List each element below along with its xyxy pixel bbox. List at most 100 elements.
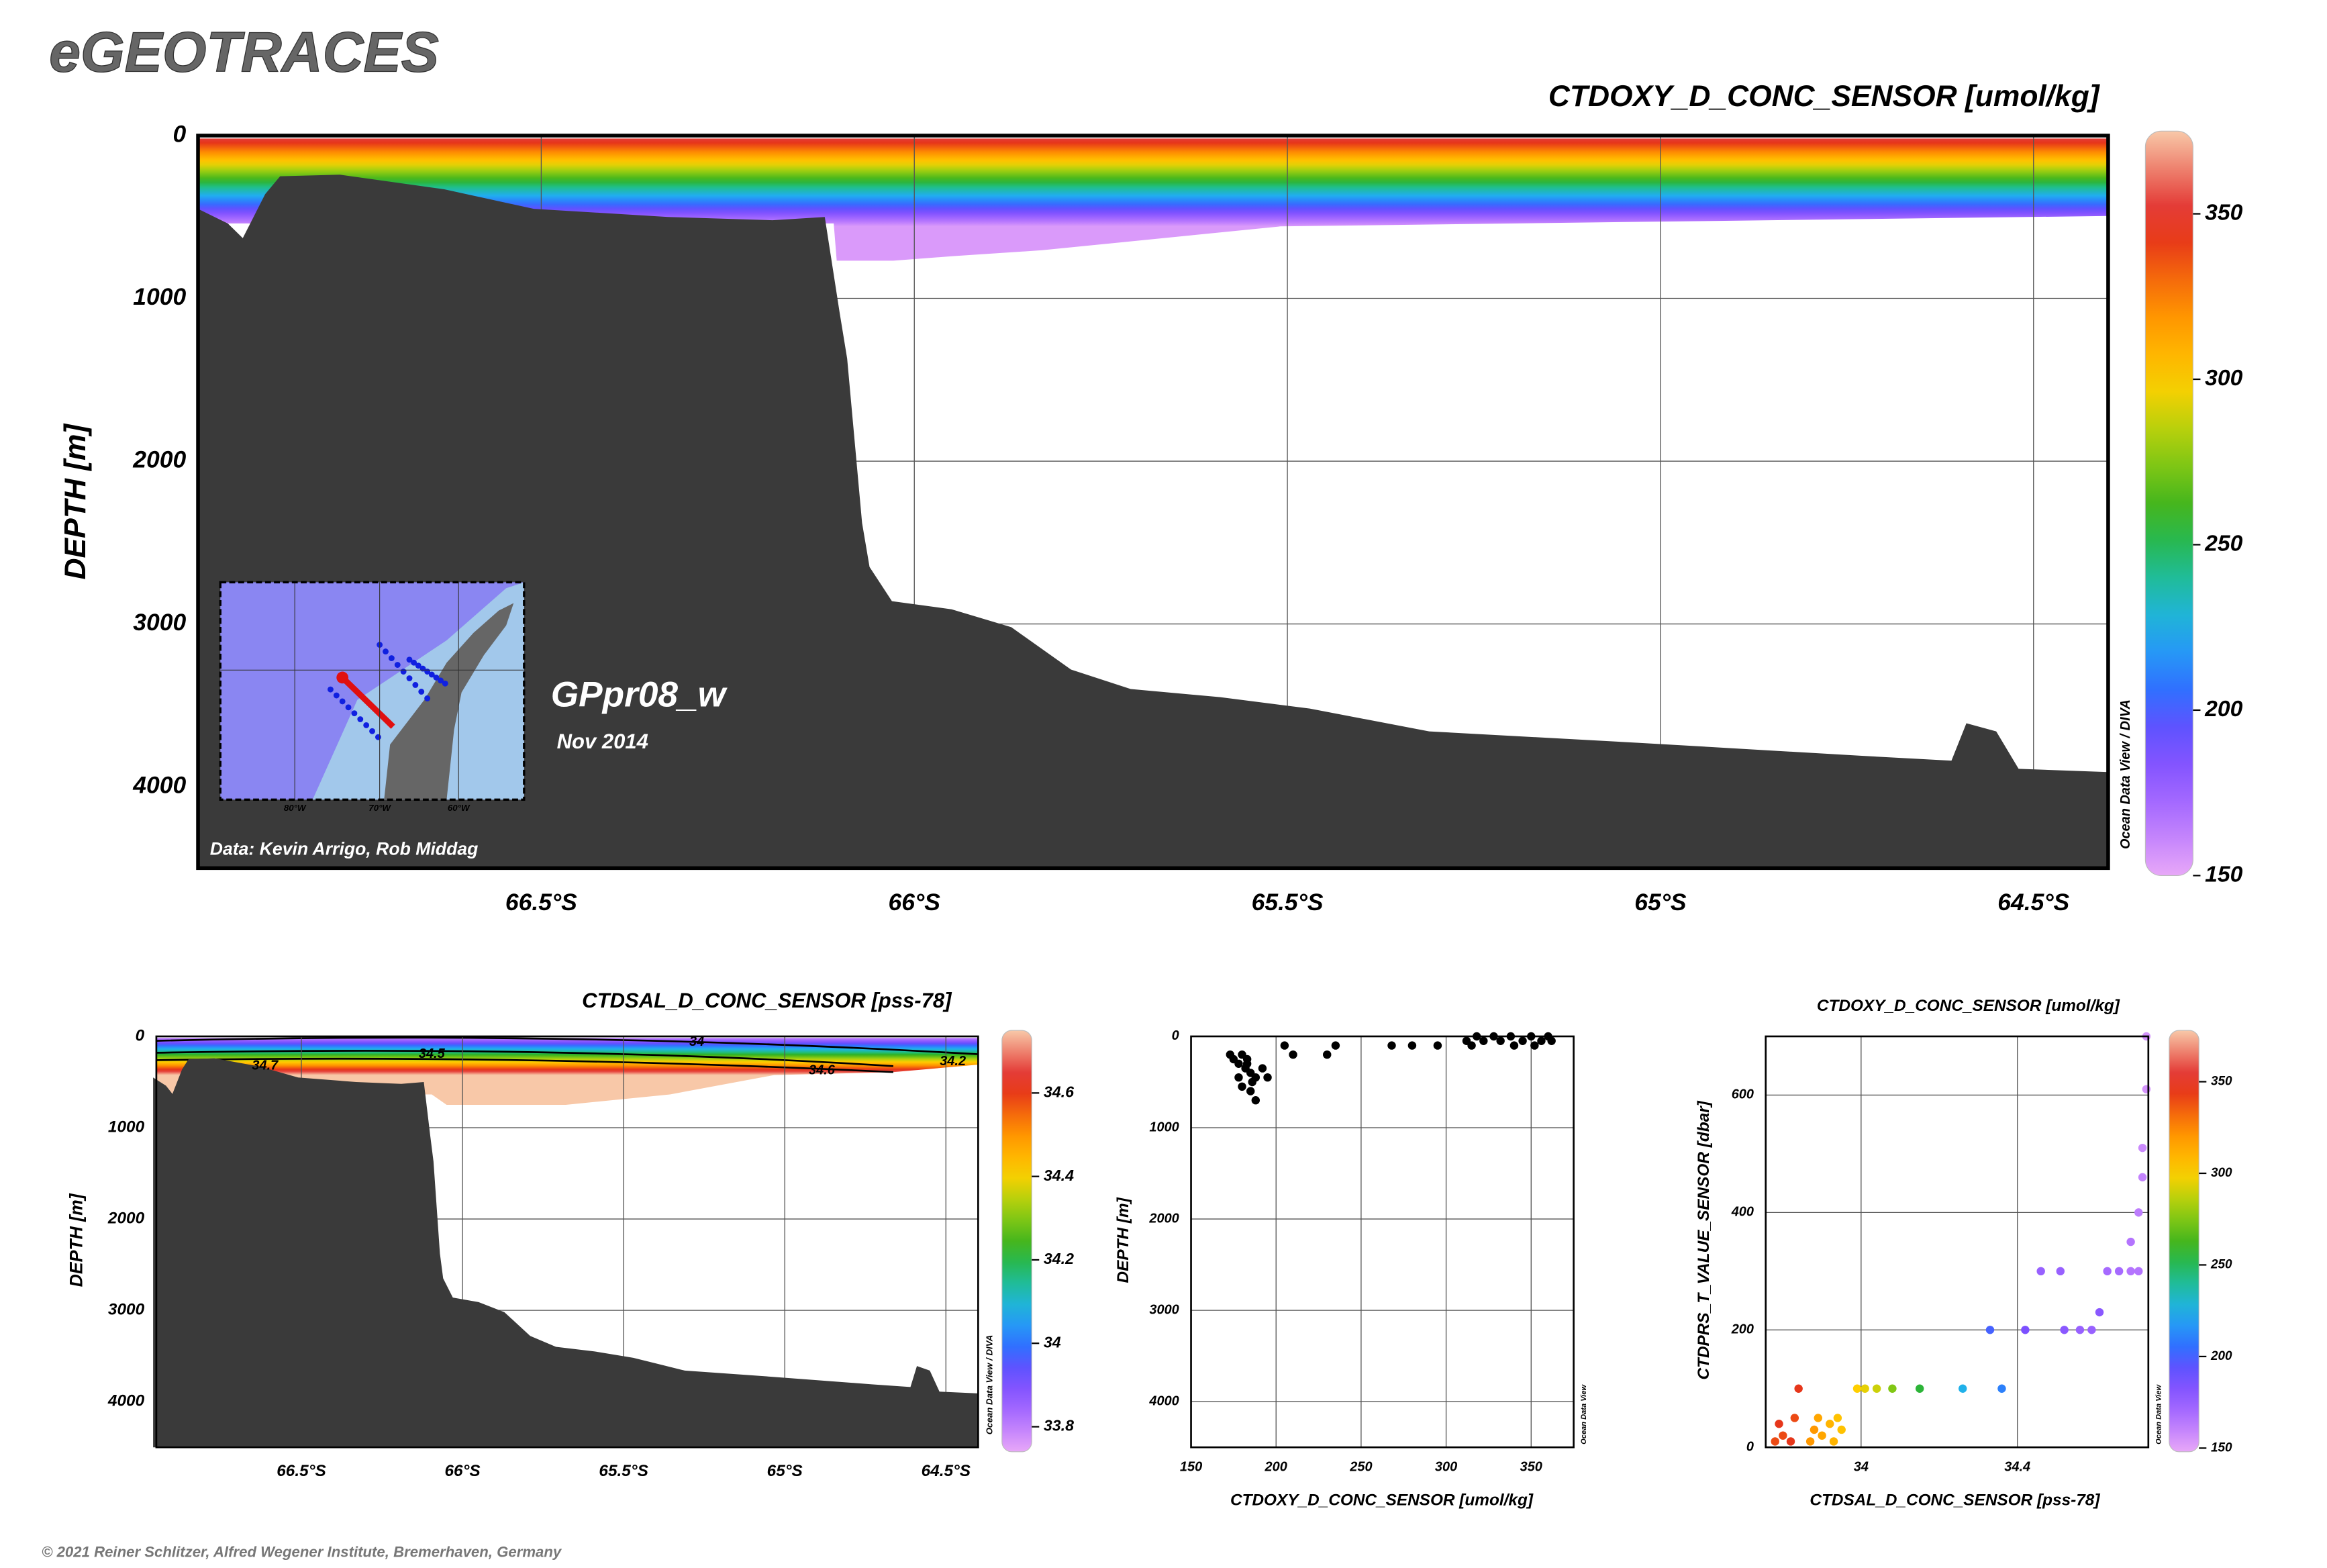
point bbox=[1407, 1041, 1417, 1050]
point bbox=[1530, 1041, 1539, 1050]
y-tick-label: 0 bbox=[136, 1026, 145, 1044]
contour-line bbox=[156, 1050, 893, 1067]
point bbox=[2075, 1326, 2085, 1334]
point bbox=[1959, 1384, 1967, 1393]
point bbox=[1509, 1041, 1519, 1050]
point bbox=[1826, 1420, 1834, 1428]
inset-station bbox=[438, 677, 444, 684]
point bbox=[1997, 1384, 2006, 1393]
point bbox=[1289, 1050, 1297, 1059]
bathymetry bbox=[198, 175, 2108, 869]
y-tick-label: 0 bbox=[173, 120, 187, 147]
inset-label: 70°W bbox=[368, 803, 391, 813]
point bbox=[1433, 1041, 1442, 1050]
annotation: Data: Kevin Arrigo, Rob Middag bbox=[210, 839, 479, 859]
point bbox=[1496, 1036, 1505, 1045]
x-tick-label: 64.5°S bbox=[922, 1462, 971, 1480]
point bbox=[1467, 1041, 1476, 1050]
x-tick-label: 350 bbox=[1520, 1459, 1542, 1474]
inset-frame bbox=[219, 581, 526, 801]
point bbox=[1779, 1431, 1787, 1440]
colorbar-tick-label: 300 bbox=[2211, 1166, 2232, 1180]
inset-land bbox=[384, 603, 514, 800]
credit: Ocean Data View bbox=[1580, 1384, 1588, 1444]
colorbar bbox=[2144, 130, 2193, 876]
point bbox=[1872, 1384, 1881, 1393]
colorbar-tick-label: 350 bbox=[2205, 199, 2242, 225]
x-tick-label: 65.5°S bbox=[599, 1462, 648, 1480]
point bbox=[2138, 1173, 2147, 1182]
point bbox=[2056, 1267, 2065, 1276]
x-tick-label: 250 bbox=[1349, 1459, 1372, 1474]
y-axis-label: DEPTH [m] bbox=[66, 1193, 86, 1287]
colorbar-tick-label: 150 bbox=[2211, 1440, 2232, 1455]
point bbox=[1479, 1036, 1488, 1045]
point bbox=[2021, 1326, 2030, 1334]
point bbox=[2134, 1267, 2143, 1276]
inset-track bbox=[340, 675, 395, 729]
y-tick-label: 3000 bbox=[133, 609, 186, 636]
point bbox=[1242, 1055, 1252, 1064]
point bbox=[1794, 1384, 1803, 1393]
inset-station bbox=[428, 671, 435, 678]
inset-station bbox=[411, 659, 417, 666]
point bbox=[1775, 1420, 1783, 1428]
colorbar-tick-label: 34 bbox=[1044, 1333, 1061, 1351]
point bbox=[1238, 1082, 1246, 1091]
point bbox=[1790, 1414, 1799, 1422]
colorbar-tick-label: 200 bbox=[2204, 696, 2242, 722]
inset-station bbox=[418, 689, 425, 695]
footer: © 2021 Reiner Schlitzer, Alfred Wegener … bbox=[42, 1544, 562, 1561]
y-tick-label: 3000 bbox=[1149, 1302, 1179, 1317]
contour-line bbox=[156, 1036, 979, 1055]
plot-background bbox=[1765, 1036, 2148, 1448]
plot-frame bbox=[1190, 1035, 1575, 1449]
contour-line bbox=[156, 1057, 893, 1073]
point bbox=[1814, 1414, 1822, 1422]
point bbox=[2138, 1143, 2147, 1153]
plot-background bbox=[1191, 1036, 1574, 1448]
x-tick-label: 66.5°S bbox=[505, 889, 577, 916]
point bbox=[1537, 1036, 1546, 1045]
annotation: GPpr08_w bbox=[551, 675, 728, 714]
inset-station bbox=[369, 728, 375, 734]
x-tick-label: 34 bbox=[1854, 1459, 1869, 1474]
point bbox=[1234, 1073, 1243, 1082]
y-axis-label: CTDPRS_T_VALUE_SENSOR [dbar] bbox=[1695, 1100, 1713, 1379]
point bbox=[1263, 1073, 1272, 1082]
x-tick-label: 66°S bbox=[445, 1462, 481, 1480]
chart-title: CTDOXY_D_CONC_SENSOR [umol/kg] bbox=[1548, 80, 2100, 113]
colorbar-tick-label: 34.4 bbox=[1044, 1167, 1074, 1184]
point bbox=[1331, 1041, 1340, 1050]
colorbar-tick-label: 34.6 bbox=[1044, 1083, 1074, 1100]
chart-title: CTDOXY_D_CONC_SENSOR [umol/kg] bbox=[1817, 997, 2120, 1015]
inset-station bbox=[412, 682, 419, 688]
credit: Ocean Data View bbox=[2155, 1384, 2163, 1444]
plot-frame bbox=[1765, 1035, 2150, 1449]
point bbox=[2060, 1326, 2069, 1334]
x-tick-label: 65.5°S bbox=[1252, 889, 1324, 916]
point bbox=[2087, 1326, 2096, 1334]
x-tick-label: 66.5°S bbox=[277, 1462, 326, 1480]
y-axis-label: DEPTH [m] bbox=[59, 424, 92, 580]
y-axis-label: DEPTH [m] bbox=[1114, 1197, 1132, 1283]
point bbox=[1323, 1050, 1332, 1059]
inset-track-start bbox=[336, 671, 349, 684]
point bbox=[1234, 1059, 1243, 1069]
inset-station bbox=[383, 648, 389, 655]
credit: Ocean Data View / DIVA bbox=[2118, 699, 2133, 849]
y-tick-label: 0 bbox=[1746, 1439, 1754, 1454]
inset-map: 80°W 70°W 60°W bbox=[219, 581, 526, 813]
y-tick-label: 1000 bbox=[133, 283, 186, 310]
y-tick-label: 1000 bbox=[108, 1118, 145, 1136]
point bbox=[1251, 1073, 1260, 1082]
point bbox=[1888, 1384, 1897, 1393]
x-tick-label: 200 bbox=[1265, 1459, 1287, 1474]
credit: Ocean Data View / DIVA bbox=[985, 1335, 995, 1435]
colorbar bbox=[1001, 1030, 1032, 1453]
contour-label: 34.5 bbox=[419, 1046, 446, 1061]
colorbar-tick-label: 250 bbox=[2204, 530, 2242, 556]
point bbox=[1387, 1041, 1396, 1050]
colorbar bbox=[2169, 1030, 2199, 1453]
point bbox=[1837, 1425, 1846, 1434]
